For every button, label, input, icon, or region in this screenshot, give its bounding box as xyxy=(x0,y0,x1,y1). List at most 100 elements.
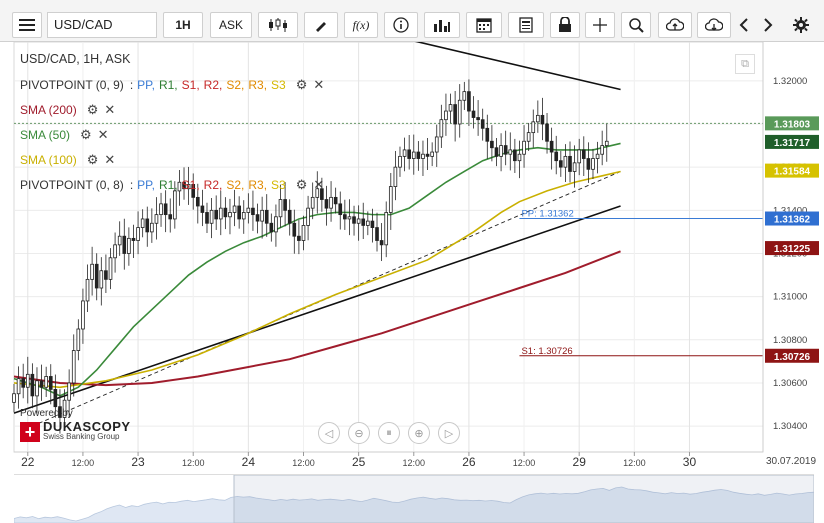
candle xyxy=(347,216,352,220)
lock-button[interactable] xyxy=(550,12,580,38)
candle xyxy=(453,104,457,125)
legend-pivot-part: S3 xyxy=(271,178,286,192)
pivot-label: PP: 1.31362 xyxy=(521,209,573,220)
candle xyxy=(480,119,485,129)
legend-pivot-2-close-icon[interactable]: ✕ xyxy=(313,177,325,192)
candle xyxy=(324,199,329,209)
volume-button[interactable] xyxy=(424,12,460,38)
chart-type-button[interactable] xyxy=(258,12,298,38)
price-tag xyxy=(765,241,819,256)
reset-zoom-button[interactable]: ⏸ xyxy=(378,422,400,444)
legend-sma200-gear-icon[interactable]: ⚙ xyxy=(86,102,99,117)
candle xyxy=(577,149,582,164)
legend-pivot-2-gear-icon[interactable]: ⚙ xyxy=(295,177,308,192)
settings-button[interactable] xyxy=(788,12,814,38)
candle xyxy=(508,149,513,155)
candle xyxy=(604,140,609,146)
price-tag xyxy=(765,116,819,131)
navigator-area xyxy=(14,486,814,523)
legend-sma50-gear-icon[interactable]: ⚙ xyxy=(80,127,92,142)
candle xyxy=(448,104,453,112)
candle xyxy=(393,166,398,187)
candle xyxy=(255,214,260,222)
candle xyxy=(485,127,490,142)
candle xyxy=(278,199,283,218)
price-side-button[interactable]: ASK xyxy=(210,12,252,38)
candle xyxy=(16,378,21,395)
candle xyxy=(150,222,154,233)
legend-sma100-gear-icon[interactable]: ⚙ xyxy=(86,152,99,167)
calendar-button[interactable] xyxy=(466,12,502,38)
legend-pivot-part: PP, xyxy=(137,78,155,92)
scroll-right-button[interactable] xyxy=(757,12,779,38)
candle xyxy=(499,145,503,157)
zoom-out-button[interactable]: ⊖ xyxy=(348,422,370,444)
candle xyxy=(90,263,94,280)
candle xyxy=(549,140,554,153)
legend-pivot-2-sep: : xyxy=(129,178,134,192)
candle xyxy=(228,212,232,218)
scroll-left-button[interactable] xyxy=(733,12,755,38)
candle xyxy=(159,203,163,216)
candle xyxy=(320,188,324,200)
legend-sma200-close-icon[interactable]: ✕ xyxy=(104,102,116,117)
nav-back-button[interactable]: ◁ xyxy=(318,422,340,444)
candle xyxy=(407,149,412,159)
candle xyxy=(444,110,448,121)
x-tick-label: 12:00 xyxy=(623,458,646,468)
legend-sma50-close-icon[interactable]: ✕ xyxy=(97,127,109,142)
news-button[interactable] xyxy=(508,12,544,38)
nav-forward-icon: ▷ xyxy=(444,427,454,440)
legend-pivot-1-close-icon[interactable]: ✕ xyxy=(313,77,325,92)
x-tick-label: 12:00 xyxy=(513,458,536,468)
legend-pivot-part: S2, xyxy=(226,78,245,92)
legend-pivot-1: PIVOTPOINT (0, 9) : PP, R1, S1, R2, S2, R3, S3… xyxy=(20,77,324,93)
candle xyxy=(526,132,531,142)
upload-button[interactable] xyxy=(658,12,692,38)
candle xyxy=(490,140,494,149)
magnifier-icon xyxy=(629,18,644,33)
price-chart[interactable]: PP: 1.31362 S1: 1.30726 1.30400 1.30600 1.3… xyxy=(0,42,824,474)
candle xyxy=(140,218,145,228)
popout-icon: ⧉ xyxy=(741,57,749,70)
crosshair-button[interactable] xyxy=(585,12,615,38)
cloud-upload-icon xyxy=(666,18,684,31)
legend-sma100: SMA (100) ⚙ ✕ xyxy=(20,152,115,168)
legend-pivot-1-gear-icon[interactable]: ⚙ xyxy=(295,77,308,92)
price-tag xyxy=(765,211,819,226)
info-button[interactable] xyxy=(384,12,418,38)
legend-pivot-part: PP, xyxy=(137,178,155,192)
timeframe-button[interactable]: 1H xyxy=(163,12,203,38)
legend-sma100-close-icon[interactable]: ✕ xyxy=(104,152,116,167)
candle xyxy=(568,155,572,172)
symbol-selector[interactable]: USD/CAD xyxy=(47,12,157,38)
draw-button[interactable] xyxy=(304,12,338,38)
candle xyxy=(581,149,586,159)
y-tick-label: 1.30400 xyxy=(773,421,807,432)
candle xyxy=(131,237,136,241)
candle xyxy=(572,162,577,172)
nav-forward-button[interactable]: ▷ xyxy=(438,422,460,444)
candle xyxy=(536,114,540,123)
popout-button[interactable]: ⧉ xyxy=(735,54,755,74)
zoom-button[interactable] xyxy=(621,12,651,38)
candle xyxy=(398,155,402,168)
chevron-left-icon xyxy=(739,18,748,32)
y-tick-label: 1.32000 xyxy=(773,76,807,87)
logo-brand: DUKASCOPY xyxy=(43,419,131,434)
legend-pivot-part: S3 xyxy=(271,78,286,92)
candle xyxy=(375,227,379,241)
candle xyxy=(269,222,274,233)
zoom-in-button[interactable]: ⊕ xyxy=(408,422,430,444)
menu-button[interactable] xyxy=(12,12,42,38)
candle xyxy=(402,149,407,157)
legend-pivot-part: R1, xyxy=(158,178,178,192)
candle xyxy=(522,140,526,155)
indicators-button[interactable]: f(x) xyxy=(344,12,378,38)
toolbar: USD/CAD 1H ASK f(x) xyxy=(0,0,824,42)
navigator-strip[interactable] xyxy=(14,474,814,523)
legend-pivot-1-sep: : xyxy=(129,78,134,92)
legend-pivot-2-parts: PP, R1, S1, R2, S2, R3, S3 xyxy=(137,178,290,192)
candle xyxy=(600,145,604,155)
download-button[interactable] xyxy=(697,12,731,38)
